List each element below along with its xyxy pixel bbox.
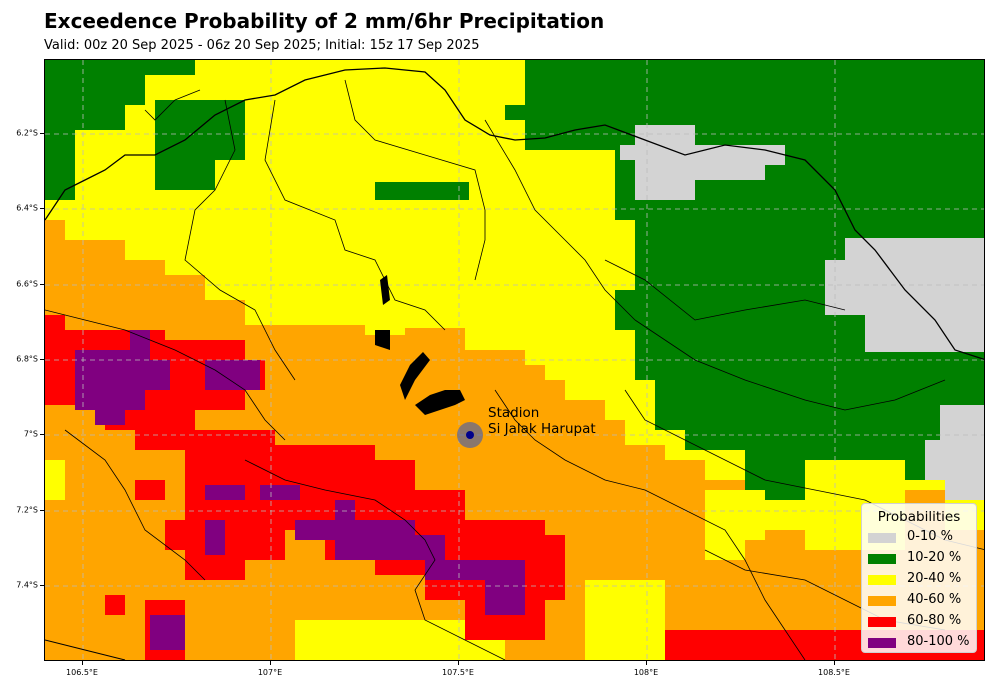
south-coastline [45, 639, 126, 660]
lon-tick-mark [270, 661, 271, 665]
zone-80-100-patch-c [205, 520, 225, 555]
admin-boundary [184, 99, 296, 381]
lon-tick-mark [458, 661, 459, 665]
probability-zones [45, 60, 984, 660]
legend-swatch [868, 533, 896, 543]
zone-20-40-south [295, 620, 505, 660]
lat-tick-mark [40, 434, 44, 435]
legend-item: 40-60 % [868, 592, 976, 609]
legend-swatch [868, 554, 896, 564]
legend-label: 0-10 % [907, 529, 953, 544]
legend-item: 80-100 % [868, 634, 976, 651]
admin-boundary [494, 389, 806, 660]
admin-boundary [45, 309, 286, 441]
lat-tick-label: 6.6°S [16, 279, 38, 289]
zone-0-10-east [825, 238, 984, 352]
lon-tick-label: 106.5°E [66, 668, 98, 677]
zone-80-100-west [75, 330, 170, 425]
zone-80-100-central [295, 500, 525, 615]
reservoir [380, 275, 390, 305]
zone-60-80-patch-3 [105, 595, 125, 615]
legend-title: Probabilities [877, 509, 961, 525]
zone-20-40-west [45, 460, 65, 500]
lat-tick-label: 7°S [23, 429, 38, 439]
station-label: Stadion Si Jalak Harupat [488, 405, 596, 437]
lat-tick-mark [40, 359, 44, 360]
north-coastline [45, 67, 984, 361]
admin-boundary [64, 429, 206, 581]
legend-item: 10-20 % [868, 550, 976, 567]
lon-tick-label: 108°E [633, 668, 659, 677]
legend-item: 60-80 % [868, 613, 976, 630]
legend: Probabilities 0-10 % 10-20 % 20-40 % 40-… [861, 503, 977, 653]
lat-tick-mark [40, 510, 44, 511]
station-dot[interactable] [466, 431, 474, 439]
zone-10-20-northwest-inner [155, 100, 245, 190]
zone-20-40-south-2 [585, 580, 665, 660]
lon-tick-label: 107°E [257, 668, 283, 677]
lat-tick-label: 7.2°S [16, 505, 38, 515]
station-label-line1: Stadion [488, 405, 540, 421]
lat-tick-mark [40, 284, 44, 285]
map-gridlines [45, 60, 984, 660]
legend-swatch [868, 575, 896, 585]
lat-tick-label: 7.4°S [16, 580, 38, 590]
water-bodies [375, 275, 465, 415]
legend-label: 20-40 % [907, 571, 962, 586]
lon-tick-mark [646, 661, 647, 665]
lon-tick-label: 108.5°E [818, 668, 850, 677]
legend-label: 60-80 % [907, 613, 962, 628]
admin-boundary [484, 119, 946, 411]
map-title: Exceedence Probability of 2 mm/6hr Preci… [44, 9, 605, 33]
admin-boundary [604, 259, 846, 321]
zone-80-100-west-2 [205, 360, 260, 390]
admin-boundary [264, 99, 446, 331]
zone-10-20-east [505, 60, 984, 490]
legend-label: 80-100 % [907, 634, 970, 649]
admin-boundary [244, 459, 506, 660]
zone-10-20-center-strip [375, 182, 469, 200]
zone-20-40-pocket-1 [705, 490, 765, 560]
zone-10-20-northwest [45, 60, 195, 200]
boundaries [45, 67, 984, 660]
legend-label: 10-20 % [907, 550, 962, 565]
zone-80-100-patch-b [260, 485, 300, 500]
zone-80-100-south [150, 615, 185, 650]
reservoir [375, 330, 390, 350]
legend-swatch [868, 596, 896, 606]
lat-tick-mark [40, 585, 44, 586]
legend-swatch [868, 617, 896, 627]
reservoir [415, 390, 465, 415]
zone-0-10-southeast [925, 405, 984, 500]
admin-boundary [344, 79, 486, 281]
zone-0-10-north [620, 125, 785, 200]
legend-item: 20-40 % [868, 571, 976, 588]
lon-tick-label: 107.5°E [442, 668, 474, 677]
probability-map-canvas [45, 60, 984, 660]
lon-tick-mark [834, 661, 835, 665]
station-marker[interactable] [457, 422, 483, 448]
zone-60-80-patch-1 [135, 480, 165, 500]
admin-boundary [144, 89, 201, 121]
lat-tick-label: 6.4°S [16, 203, 38, 213]
map-subtitle: Valid: 00z 20 Sep 2025 - 06z 20 Sep 2025… [44, 38, 480, 53]
legend-item: 0-10 % [868, 529, 976, 546]
lat-tick-mark [40, 133, 44, 134]
legend-swatch [868, 638, 896, 648]
lat-tick-label: 6.2°S [16, 128, 38, 138]
probability-map [44, 59, 985, 661]
lat-tick-label: 6.8°S [16, 354, 38, 364]
legend-label: 40-60 % [907, 592, 962, 607]
zone-80-100-patch-a [205, 485, 245, 500]
lat-tick-mark [40, 208, 44, 209]
station-label-line2: Si Jalak Harupat [488, 421, 596, 437]
lon-tick-mark [82, 661, 83, 665]
reservoir [400, 352, 430, 400]
